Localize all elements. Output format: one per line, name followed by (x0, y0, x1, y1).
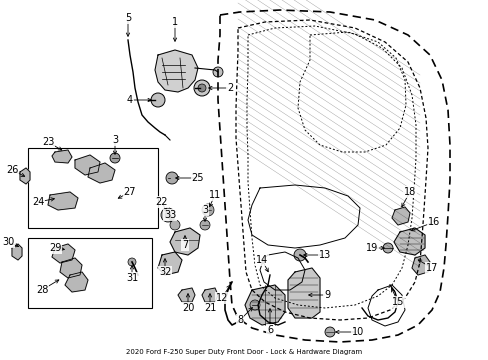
Polygon shape (75, 155, 100, 175)
Circle shape (128, 258, 136, 266)
Text: 11: 11 (208, 190, 221, 200)
Text: 28: 28 (36, 285, 48, 295)
Text: 19: 19 (365, 243, 377, 253)
Polygon shape (65, 272, 88, 292)
Text: 32: 32 (159, 267, 171, 277)
Polygon shape (287, 268, 319, 318)
Circle shape (249, 300, 260, 310)
Circle shape (170, 220, 180, 230)
Text: 29: 29 (49, 243, 61, 253)
Text: 8: 8 (237, 315, 243, 325)
Polygon shape (411, 255, 429, 275)
Text: 33: 33 (163, 210, 176, 220)
Polygon shape (178, 288, 195, 302)
Text: 12: 12 (215, 293, 228, 303)
Polygon shape (48, 192, 78, 210)
Polygon shape (60, 258, 82, 278)
Circle shape (200, 220, 209, 230)
Text: 17: 17 (425, 263, 437, 273)
Text: 25: 25 (191, 173, 204, 183)
Polygon shape (202, 288, 218, 302)
Circle shape (164, 212, 171, 218)
Text: 4: 4 (127, 95, 133, 105)
Circle shape (165, 172, 178, 184)
Polygon shape (244, 285, 285, 325)
Bar (28, 238, 152, 308)
Polygon shape (393, 228, 424, 255)
Text: 15: 15 (391, 297, 404, 307)
Circle shape (151, 93, 164, 107)
Polygon shape (52, 150, 72, 163)
Text: 21: 21 (203, 303, 216, 313)
Text: 3: 3 (112, 135, 118, 145)
Polygon shape (52, 244, 75, 263)
Polygon shape (155, 50, 198, 92)
Text: 3: 3 (202, 205, 207, 215)
Bar (28, 148, 158, 228)
Text: 23: 23 (42, 137, 54, 147)
Circle shape (198, 84, 205, 92)
Text: 27: 27 (123, 187, 136, 197)
Text: 31: 31 (125, 273, 138, 283)
Polygon shape (20, 168, 30, 184)
Circle shape (382, 243, 392, 253)
Polygon shape (12, 244, 22, 260)
Text: 2: 2 (226, 83, 233, 93)
Polygon shape (88, 163, 115, 183)
Text: 9: 9 (323, 290, 329, 300)
Text: 24: 24 (32, 197, 44, 207)
Circle shape (110, 153, 120, 163)
Polygon shape (158, 252, 182, 275)
Circle shape (293, 249, 305, 261)
Text: 10: 10 (351, 327, 364, 337)
Text: 30: 30 (2, 237, 14, 247)
Text: 26: 26 (6, 165, 18, 175)
Text: 6: 6 (266, 325, 272, 335)
Polygon shape (391, 207, 409, 225)
Polygon shape (170, 228, 200, 255)
Circle shape (57, 195, 67, 205)
Circle shape (213, 67, 223, 77)
Circle shape (161, 208, 175, 222)
Text: 14: 14 (255, 255, 267, 265)
Circle shape (194, 80, 209, 96)
Text: 13: 13 (318, 250, 330, 260)
Text: 16: 16 (427, 217, 439, 227)
Text: 18: 18 (403, 187, 415, 197)
Text: 1: 1 (172, 17, 178, 27)
Text: 20: 20 (182, 303, 194, 313)
Text: 22: 22 (156, 197, 168, 207)
Text: 2020 Ford F-250 Super Duty Front Door - Lock & Hardware Diagram: 2020 Ford F-250 Super Duty Front Door - … (126, 349, 362, 355)
Circle shape (202, 204, 214, 216)
Text: 7: 7 (182, 240, 188, 250)
Text: 5: 5 (124, 13, 131, 23)
Circle shape (325, 327, 334, 337)
